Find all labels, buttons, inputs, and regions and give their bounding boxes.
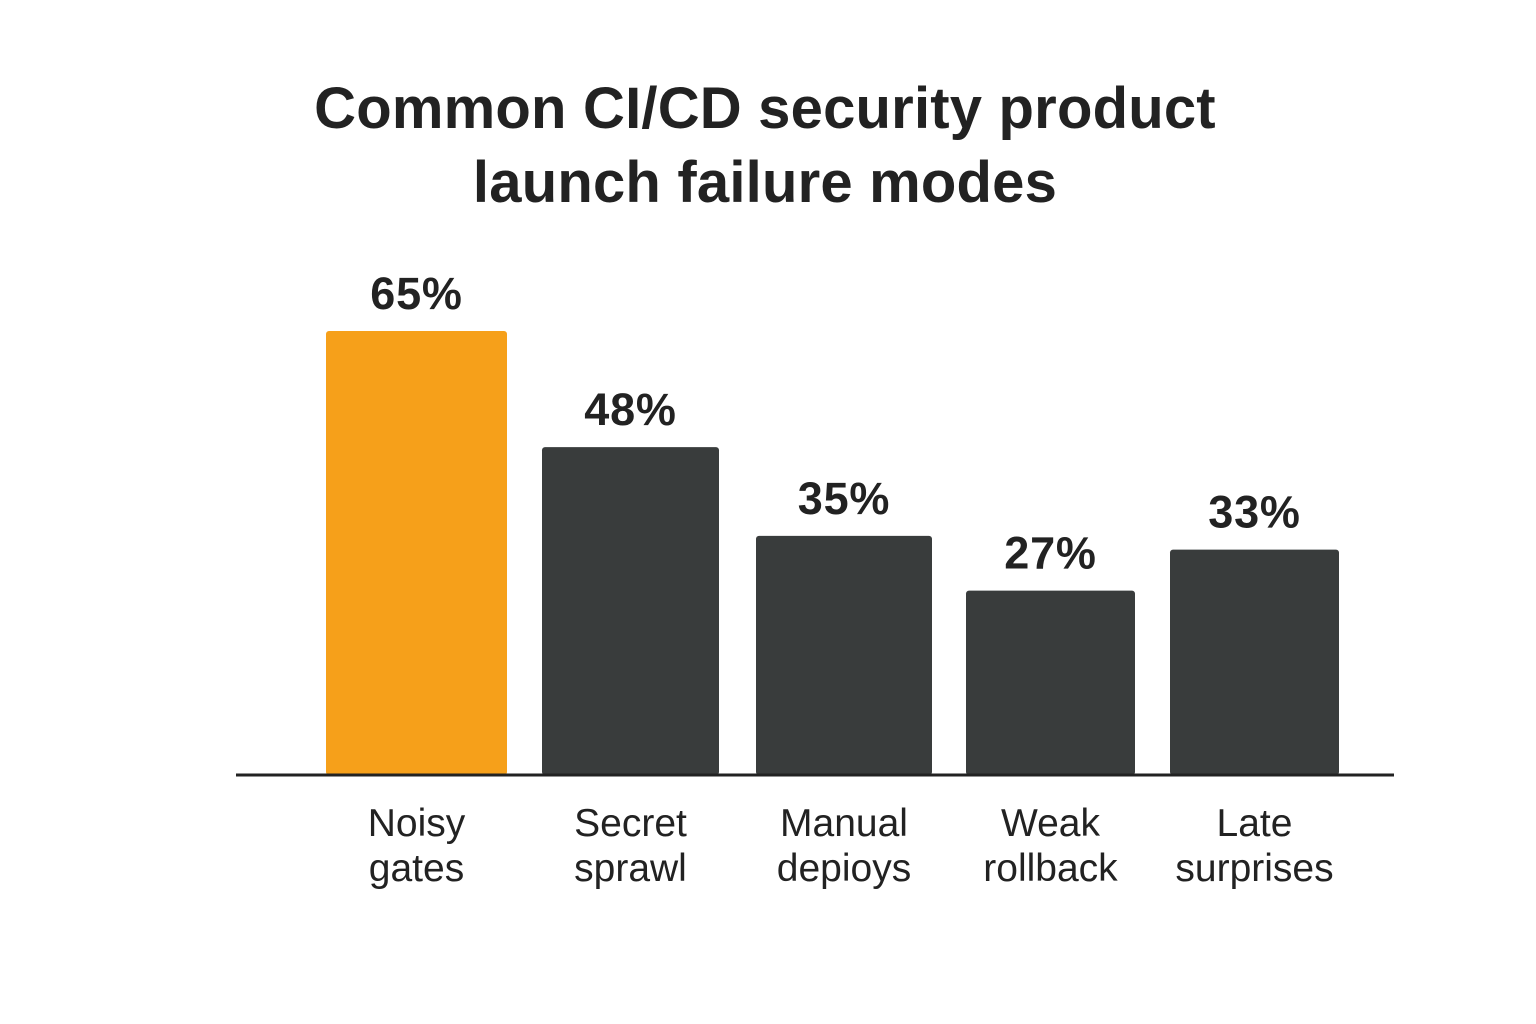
category-label-2: Secret sprawl [574,802,687,890]
category-labels-group: Noisy gates Secret sprawl Manual depioys Weak r… [368,802,1334,890]
category-label-2-line-1: Secret [574,802,687,845]
chart-title-line-1: Common CI/CD security product [314,76,1216,141]
bar-1 [326,331,507,775]
chart-title: Common CI/CD security product launch fai… [200,72,1330,220]
category-label-5-line-1: Late [1217,802,1293,845]
category-label-5: Late surprises [1175,802,1333,890]
value-label-4: 27% [1004,528,1096,579]
value-labels-group: 65% 48% 35% 27% 33% [370,268,1300,579]
value-label-1: 65% [370,268,462,319]
category-label-3-line-1: Manual [780,802,908,845]
category-label-1-line-2: gates [369,847,464,890]
bar-4 [966,590,1135,775]
value-label-3: 35% [798,473,890,524]
category-label-2-line-2: sprawl [574,847,687,890]
bar-3 [756,535,932,775]
bar-5 [1170,549,1339,775]
value-label-5: 33% [1208,487,1300,538]
category-label-4-line-1: Weak [1001,802,1100,845]
category-label-3: Manual depioys [777,802,911,890]
bar-2 [542,447,719,775]
category-label-5-line-2: surprises [1175,847,1333,890]
category-label-4-line-2: rollback [983,847,1118,890]
category-label-3-line-2: depioys [777,847,911,890]
bars-group [326,331,1339,775]
category-label-1: Noisy gates [368,802,466,890]
chart-title-line-2: launch failure modes [472,150,1058,215]
category-label-1-line-1: Noisy [368,802,466,845]
category-label-4: Weak rollback [983,802,1118,890]
value-label-2: 48% [584,384,676,435]
